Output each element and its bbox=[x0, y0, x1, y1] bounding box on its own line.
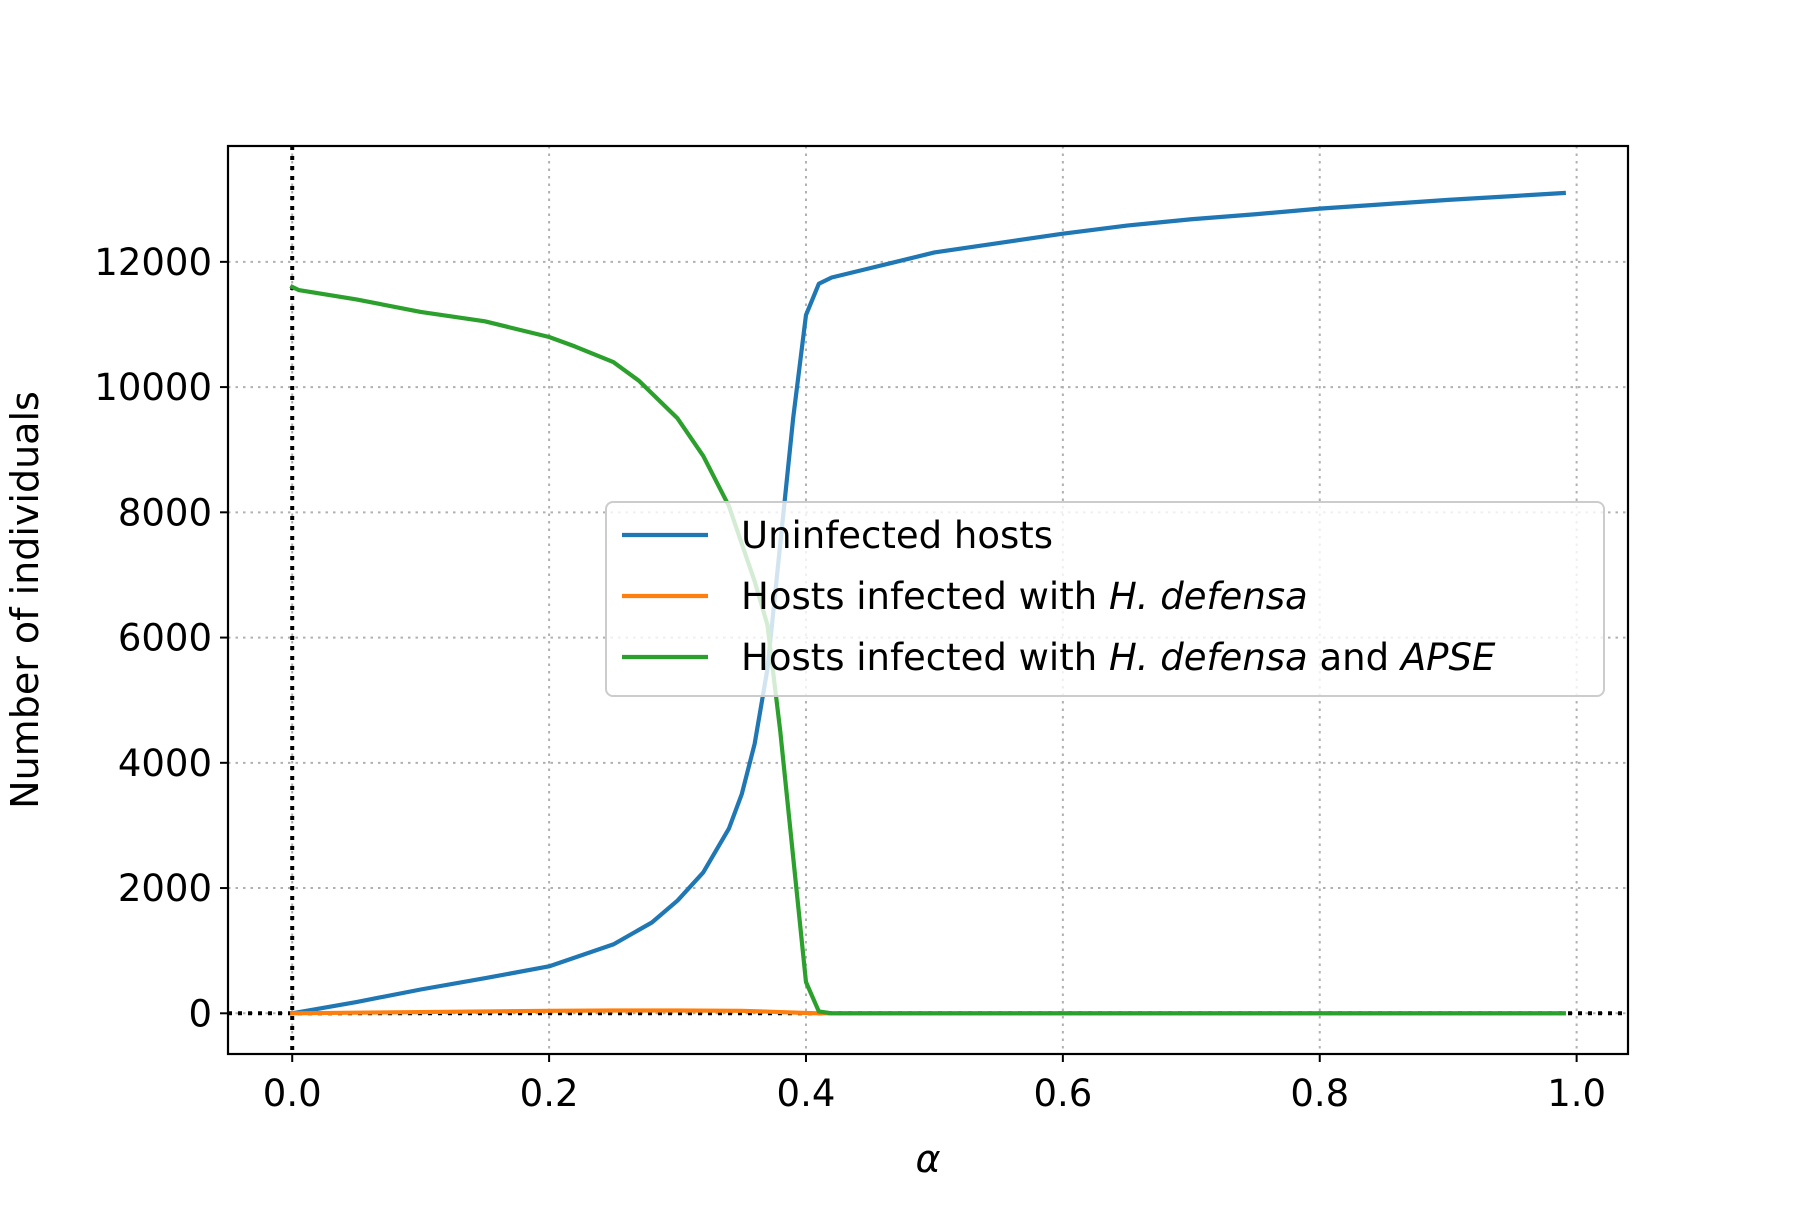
y-axis-label: Number of individuals bbox=[3, 391, 47, 809]
y-axis-ticks: 0 2000 4000 6000 8000 10000 12000 bbox=[94, 241, 228, 1035]
x-tick-label: 0.4 bbox=[777, 1072, 836, 1115]
legend-label-2: Hosts infected with H. defensa bbox=[741, 575, 1308, 618]
y-tick-label: 2000 bbox=[118, 867, 212, 910]
legend-label-1: Uninfected hosts bbox=[741, 514, 1053, 557]
x-axis-label: α bbox=[915, 1137, 940, 1181]
x-tick-label: 0.6 bbox=[1033, 1072, 1092, 1115]
x-tick-label: 0.0 bbox=[263, 1072, 322, 1115]
x-tick-label: 0.2 bbox=[520, 1072, 579, 1115]
y-tick-label: 0 bbox=[188, 992, 212, 1035]
legend-box bbox=[605, 501, 1605, 697]
series-line-1 bbox=[289, 190, 1567, 1016]
legend: Uninfected hosts Hosts infected with H. d… bbox=[605, 501, 1605, 697]
y-tick-label: 6000 bbox=[118, 617, 212, 660]
x-tick-label: 1.0 bbox=[1547, 1072, 1606, 1115]
x-axis-ticks: 0.0 0.2 0.4 0.6 0.8 1.0 bbox=[263, 1054, 1606, 1115]
y-tick-label: 8000 bbox=[118, 491, 212, 534]
y-tick-label: 4000 bbox=[118, 742, 212, 785]
y-tick-label: 10000 bbox=[94, 366, 212, 409]
y-tick-label: 12000 bbox=[94, 241, 212, 284]
legend-label-3: Hosts infected with H. defensa and APSE bbox=[741, 636, 1496, 679]
x-tick-label: 0.8 bbox=[1290, 1072, 1349, 1115]
plot-frame bbox=[226, 144, 1630, 1056]
